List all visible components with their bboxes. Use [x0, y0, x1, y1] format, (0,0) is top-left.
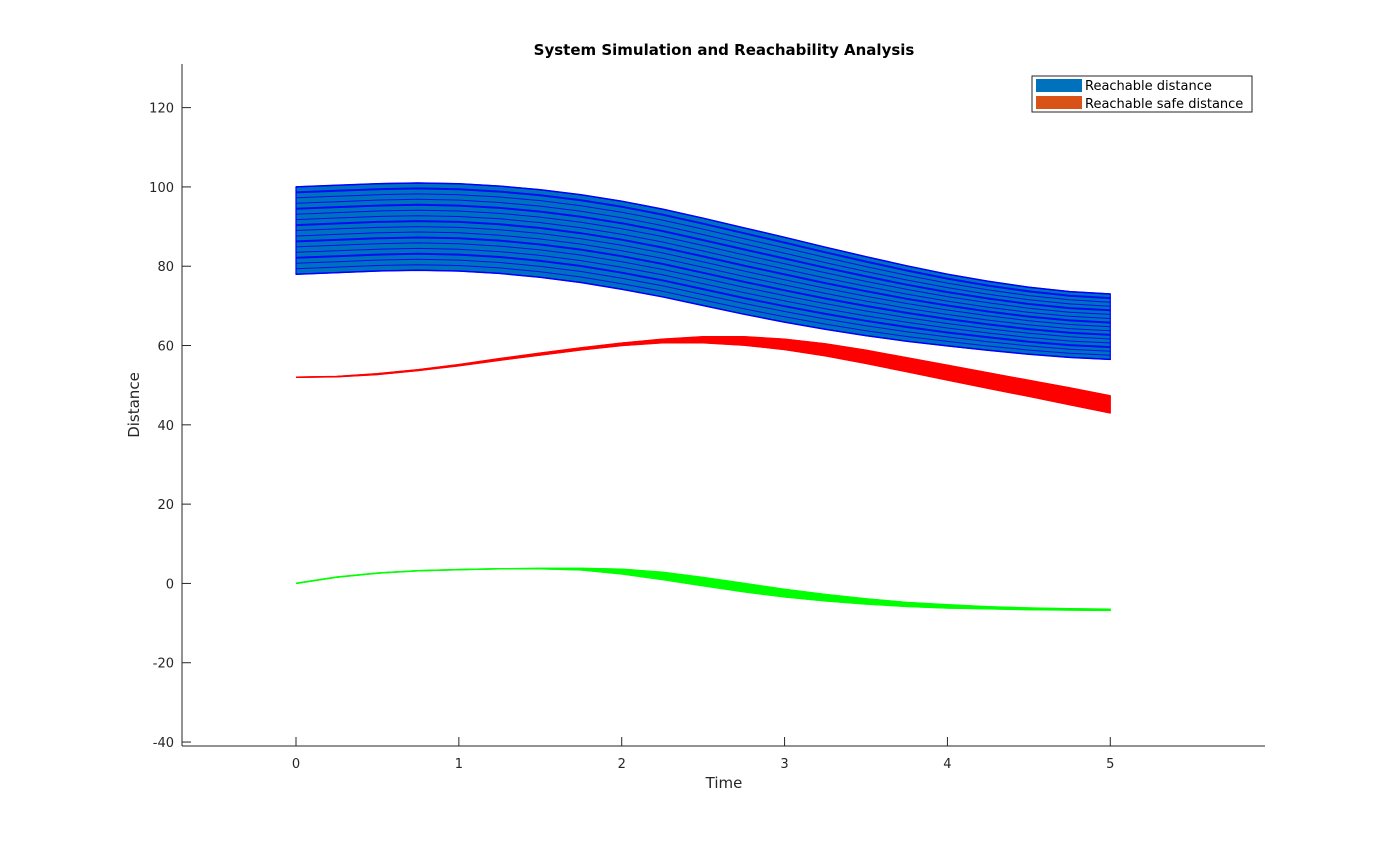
reachable-distance-band-trace	[295, 258, 1111, 352]
chart-title: System Simulation and Reachability Analy…	[534, 41, 915, 59]
reachable-distance-band-trace	[295, 264, 1111, 356]
y-tick-label: 0	[166, 577, 174, 592]
x-tick-label: 1	[455, 757, 463, 772]
reachable-distance-band-trace	[295, 203, 1111, 312]
reachable-distance-band-trace	[295, 198, 1111, 307]
y-tick-label: 80	[157, 260, 174, 275]
reachable-safe-distance-band	[295, 336, 1111, 414]
y-tick-label: 40	[157, 419, 174, 434]
legend-label-reachable-safe-distance: Reachable safe distance	[1085, 97, 1243, 112]
x-tick-label: 4	[943, 757, 951, 772]
y-tick-label: 20	[157, 498, 174, 513]
reachable-distance-band	[295, 182, 1111, 361]
legend: Reachable distance Reachable safe distan…	[1031, 75, 1253, 113]
reachable-distance-band-trace	[295, 247, 1111, 344]
green-band-lower-edge	[295, 568, 1111, 612]
y-tick-label: 100	[149, 181, 174, 196]
plot-area	[295, 182, 1111, 612]
reachable-distance-band-trace	[295, 236, 1111, 336]
axes: 0 1 2 3 4 5 -40 -20 0 20 40 60 80 100 120	[149, 64, 1265, 772]
reachable-distance-band-upper-edge	[295, 182, 1111, 295]
x-tick-label: 3	[780, 757, 788, 772]
green-band	[295, 567, 1111, 612]
reachable-safe-distance-band-lower-edge	[295, 341, 1111, 414]
y-tick-label: -20	[153, 657, 174, 672]
reachable-distance-band-trace	[295, 226, 1111, 328]
reachable-distance-band-lower-edge	[295, 269, 1111, 361]
legend-label-reachable-distance: Reachable distance	[1085, 79, 1212, 94]
legend-swatch-reachable-distance	[1036, 79, 1082, 92]
x-axis-label: Time	[705, 774, 743, 792]
legend-swatch-reachable-safe-distance	[1036, 96, 1082, 109]
y-axis-label: Distance	[125, 372, 143, 438]
y-tick-label: -40	[153, 736, 174, 751]
reachable-distance-band-trace	[295, 215, 1111, 319]
reachable-distance-band-trace	[295, 231, 1111, 332]
reachable-distance-band-trace	[295, 242, 1111, 340]
reachable-distance-band-trace	[295, 187, 1111, 300]
reachable-distance-band-trace	[295, 193, 1111, 303]
x-tick-label: 5	[1106, 757, 1114, 772]
x-tick-label: 2	[618, 757, 626, 772]
y-tick-label: 120	[149, 102, 174, 117]
reachable-safe-distance-band-upper-edge	[295, 336, 1111, 397]
reachable-distance-band-trace	[295, 220, 1111, 324]
y-tick-label: 60	[157, 340, 174, 355]
reachable-distance-band-trace	[295, 252, 1111, 349]
x-tick-label: 0	[292, 757, 300, 772]
reachable-distance-band-trace	[295, 209, 1111, 315]
